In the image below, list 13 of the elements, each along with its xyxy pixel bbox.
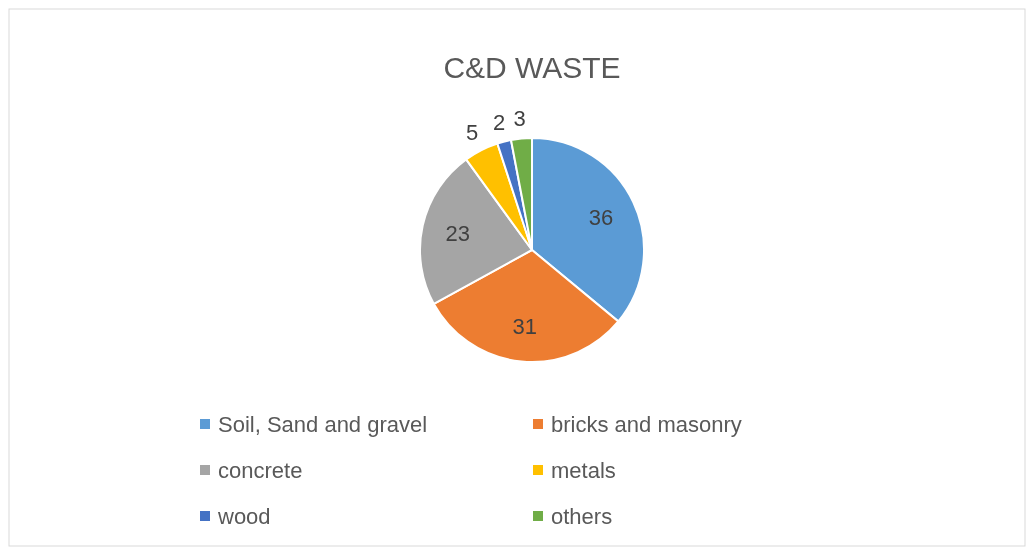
data-label: 3 [513,106,526,132]
legend-label: concrete [218,457,303,483]
data-label: 36 [588,205,614,231]
data-label: 23 [445,221,470,247]
legend-label: bricks and masonry [551,411,742,437]
data-label: 31 [512,313,538,339]
data-label: 5 [465,120,479,146]
legend-label: metals [551,457,616,483]
data-label: 2 [493,109,506,135]
legend-label: wood [217,503,271,529]
chart-title: C&D WASTE [443,51,621,84]
legend-label: others [551,503,613,529]
legend-label: Soil, Sand and gravel [218,411,428,437]
